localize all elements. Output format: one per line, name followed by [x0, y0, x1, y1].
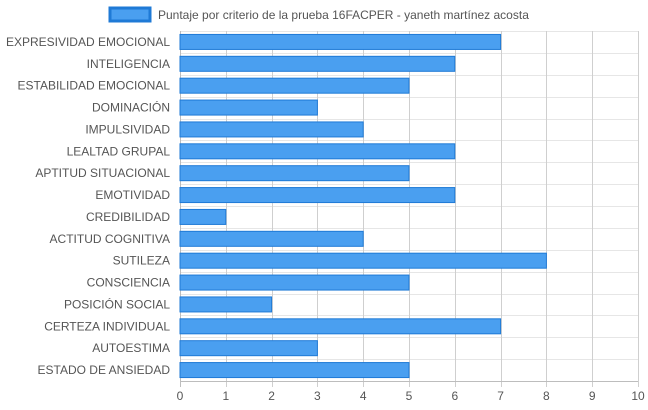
x-tick-label: 9 — [589, 389, 596, 403]
x-tick-label: 2 — [268, 389, 275, 403]
bar[interactable] — [179, 318, 502, 335]
x-axis-tick-labels: 0 1 2 3 4 5 6 7 8 9 10 — [177, 389, 645, 403]
legend[interactable]: Puntaje por criterio de la prueba 16FACP… — [108, 6, 529, 23]
bars — [179, 33, 547, 379]
x-tick-label: 7 — [497, 389, 504, 403]
bar[interactable] — [179, 165, 410, 182]
x-tick-label: 6 — [451, 389, 458, 403]
category-label: AUTOESTIMA — [92, 341, 170, 355]
legend-swatch — [108, 6, 152, 23]
bar[interactable] — [179, 274, 410, 291]
x-tick-label: 10 — [631, 389, 645, 403]
category-label: INTELIGENCIA — [87, 57, 170, 71]
legend-label: Puntaje por criterio de la prueba 16FACP… — [158, 8, 529, 22]
category-label: ESTADO DE ANSIEDAD — [38, 363, 171, 377]
bar[interactable] — [179, 121, 364, 138]
x-tick-label: 4 — [360, 389, 367, 403]
category-label: POSICIÓN SOCIAL — [64, 296, 170, 311]
bar[interactable] — [179, 77, 410, 94]
bar[interactable] — [179, 362, 410, 379]
category-label: IMPULSIVIDAD — [85, 122, 170, 136]
category-label: LEALTAD GRUPAL — [67, 144, 171, 158]
category-label: CERTEZA INDIVIDUAL — [44, 319, 170, 333]
bar[interactable] — [179, 252, 547, 269]
bar[interactable] — [179, 187, 456, 204]
x-tick-label: 3 — [314, 389, 321, 403]
bar[interactable] — [179, 99, 318, 116]
bar[interactable] — [179, 33, 502, 50]
bar[interactable] — [179, 340, 318, 357]
category-label: EXPRESIVIDAD EMOCIONAL — [6, 35, 170, 49]
category-label: DOMINACIÓN — [92, 100, 170, 115]
x-tick-label: 1 — [222, 389, 229, 403]
bar[interactable] — [179, 208, 227, 225]
category-label: APTITUD SITUACIONAL — [35, 166, 170, 180]
bar[interactable] — [179, 296, 273, 313]
bar[interactable] — [179, 230, 364, 247]
category-label: ESTABILIDAD EMOCIONAL — [18, 79, 171, 93]
category-label: EMOTIVIDAD — [95, 188, 170, 202]
category-label: SUTILEZA — [113, 254, 170, 268]
category-label: ACTITUD COGNITIVA — [50, 232, 170, 246]
category-label: CONSCIENCIA — [87, 276, 170, 290]
x-tick-label: 8 — [543, 389, 550, 403]
bar[interactable] — [179, 55, 456, 72]
category-labels: EXPRESIVIDAD EMOCIONAL INTELIGENCIA ESTABI… — [6, 35, 170, 377]
bar[interactable] — [179, 143, 456, 160]
x-tick-label: 5 — [406, 389, 413, 403]
category-label: CREDIBILIDAD — [86, 210, 170, 224]
x-tick-label: 0 — [177, 389, 184, 403]
